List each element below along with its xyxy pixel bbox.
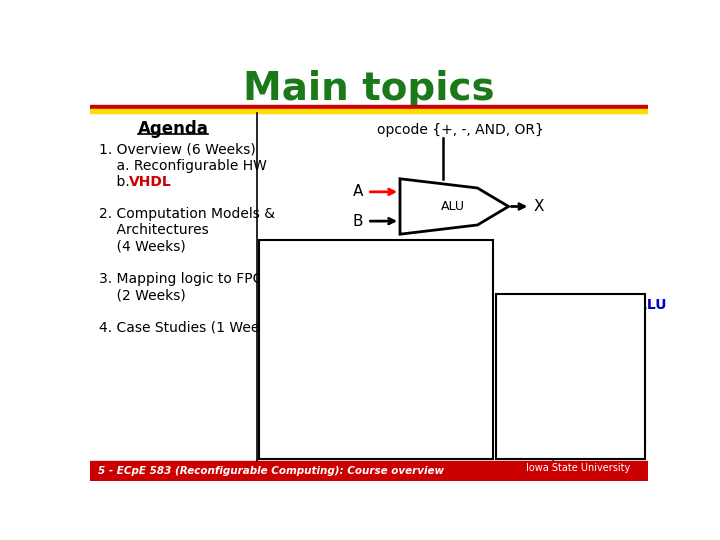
Text: end component;: end component;	[263, 438, 368, 451]
Text: 3. Mapping logic to FPGAs: 3. Mapping logic to FPGAs	[99, 272, 280, 286]
Text: andAB(A,B,Xand);: andAB(A,B,Xand);	[499, 373, 634, 386]
Bar	[90, 105, 648, 110]
Text: X <= A or B;: X <= A or B;	[263, 406, 383, 419]
Text: case opcode: case opcode	[263, 276, 360, 289]
Text: (4 Weeks): (4 Weeks)	[99, 240, 186, 253]
Text: A: A	[352, 184, 363, 199]
Text: addAB(A,B,Xadd);: addAB(A,B,Xadd);	[499, 342, 634, 355]
Text: Main topics: Main topics	[243, 70, 495, 109]
Text: (2 Weeks): (2 Weeks)	[99, 288, 186, 302]
Text: X <= A + B;: X <= A + B;	[263, 308, 375, 321]
Text: compnt ALU (A,B,opcode,X): compnt ALU (A,B,opcode,X)	[263, 260, 450, 273]
Text: subAB(A,B,Xsub);: subAB(A,B,Xsub);	[499, 357, 634, 370]
Text: end case;: end case;	[263, 422, 346, 435]
Bar	[90, 110, 648, 112]
Text: component ALU (A,B,: component ALU (A,B,	[499, 313, 642, 326]
Text: 4. Case Studies (1 Week): 4. Case Studies (1 Week)	[99, 320, 273, 334]
Text: Xand,Xor,X);: Xand,Xor,X);	[499, 433, 649, 446]
Text: when => opSub: when => opSub	[263, 325, 375, 338]
Text: 2. Computation Models &: 2. Computation Models &	[99, 207, 275, 221]
Text: Architectures: Architectures	[99, 224, 209, 238]
Text: a. Reconfigurable HW: a. Reconfigurable HW	[99, 159, 267, 173]
Text: when => opOR: when => opOR	[263, 389, 368, 402]
Text: opcode, X): opcode, X)	[499, 327, 575, 340]
Text: 5 - ECpE 583 (Reconfigurable Computing): Course overview: 5 - ECpE 583 (Reconfigurable Computing):…	[98, 465, 444, 476]
Text: when => opPlus: when => opPlus	[263, 292, 383, 306]
Text: Behavior VHDL: ALU: Behavior VHDL: ALU	[263, 245, 420, 259]
Text: 4:1mux(opcode,: 4:1mux(opcode,	[499, 402, 619, 415]
Text: X <= A and B;: X <= A and B;	[263, 373, 390, 386]
Text: b.: b.	[99, 175, 135, 189]
Text: Agenda: Agenda	[138, 120, 208, 138]
Text: orAB(A,B,Xor);: orAB(A,B,Xor);	[499, 388, 619, 401]
Text: 1. Overview (6 Weeks): 1. Overview (6 Weeks)	[99, 143, 256, 157]
Bar	[496, 294, 645, 459]
Bar	[90, 461, 648, 483]
Text: Xadd,Xor,: Xadd,Xor,	[499, 417, 626, 430]
Text: opcode {+, -, AND, OR}: opcode {+, -, AND, OR}	[377, 123, 544, 137]
Text: Structural VHDL: ALU: Structural VHDL: ALU	[499, 298, 667, 312]
Text: ALU: ALU	[441, 200, 464, 213]
Text: when => opAND: when => opAND	[263, 357, 375, 370]
Text: B: B	[352, 214, 363, 228]
Text: X <= A – B;: X <= A – B;	[263, 341, 375, 354]
Bar	[259, 240, 493, 459]
Text: Iowa State University: Iowa State University	[526, 463, 630, 473]
Text: VHDL: VHDL	[129, 175, 171, 189]
Text: X: X	[534, 199, 544, 214]
Text: end component;: end component;	[499, 448, 604, 461]
